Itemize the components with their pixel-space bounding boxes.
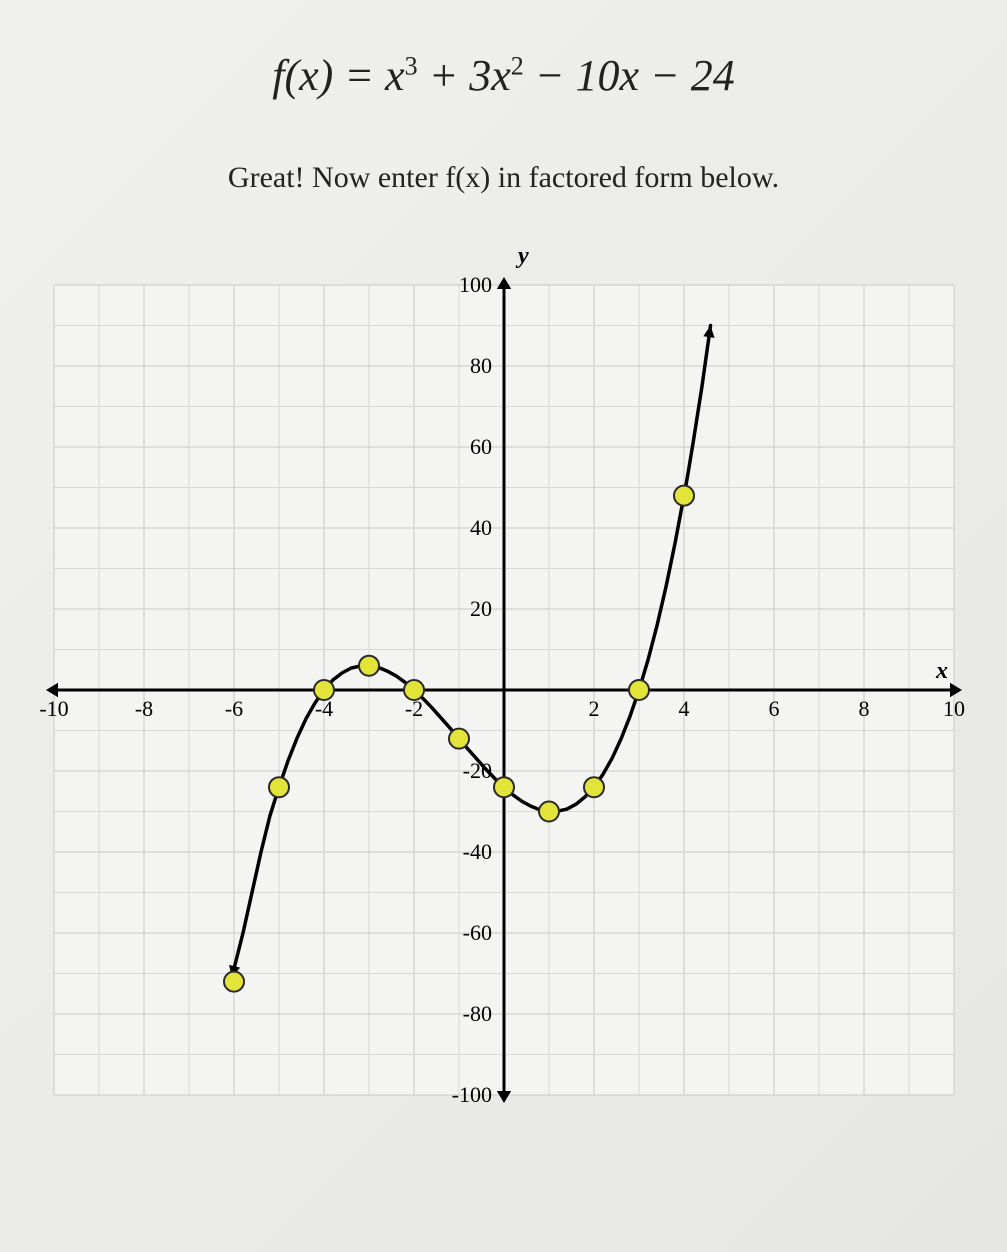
svg-text:8: 8 [858, 696, 869, 721]
svg-text:100: 100 [459, 272, 492, 297]
svg-text:x: x [935, 658, 948, 684]
term2-base: + 3x [418, 51, 511, 100]
page-container: f(x) = x3 + 3x2 − 10x − 24 Great! Now en… [0, 0, 1007, 1252]
svg-text:20: 20 [470, 596, 492, 621]
term2-exp: 2 [511, 51, 524, 80]
svg-text:-80: -80 [462, 1001, 491, 1026]
svg-text:-100: -100 [451, 1082, 491, 1107]
svg-text:2: 2 [588, 696, 599, 721]
equation-display: f(x) = x3 + 3x2 − 10x − 24 [30, 50, 977, 101]
equals-sign: = [344, 51, 385, 100]
svg-text:10: 10 [943, 696, 965, 721]
prompt-text: Great! Now enter f(x) in factored form b… [30, 161, 977, 195]
svg-text:-6: -6 [224, 696, 242, 721]
chart-container: yx-10-8-6-4-224681010080604020-20-40-60-… [34, 235, 974, 1115]
svg-text:-10: -10 [39, 696, 68, 721]
equation-lhs: f(x) [272, 51, 333, 100]
function-graph: yx-10-8-6-4-224681010080604020-20-40-60-… [34, 235, 974, 1115]
term1-base: x [385, 51, 405, 100]
svg-text:-60: -60 [462, 920, 491, 945]
svg-text:-40: -40 [462, 839, 491, 864]
term-rest: − 10x − 24 [524, 51, 735, 100]
svg-text:y: y [515, 243, 529, 269]
term1-exp: 3 [405, 51, 418, 80]
svg-text:80: 80 [470, 353, 492, 378]
svg-text:40: 40 [470, 515, 492, 540]
svg-text:6: 6 [768, 696, 779, 721]
svg-text:60: 60 [470, 434, 492, 459]
svg-text:-8: -8 [134, 696, 152, 721]
svg-text:4: 4 [678, 696, 689, 721]
